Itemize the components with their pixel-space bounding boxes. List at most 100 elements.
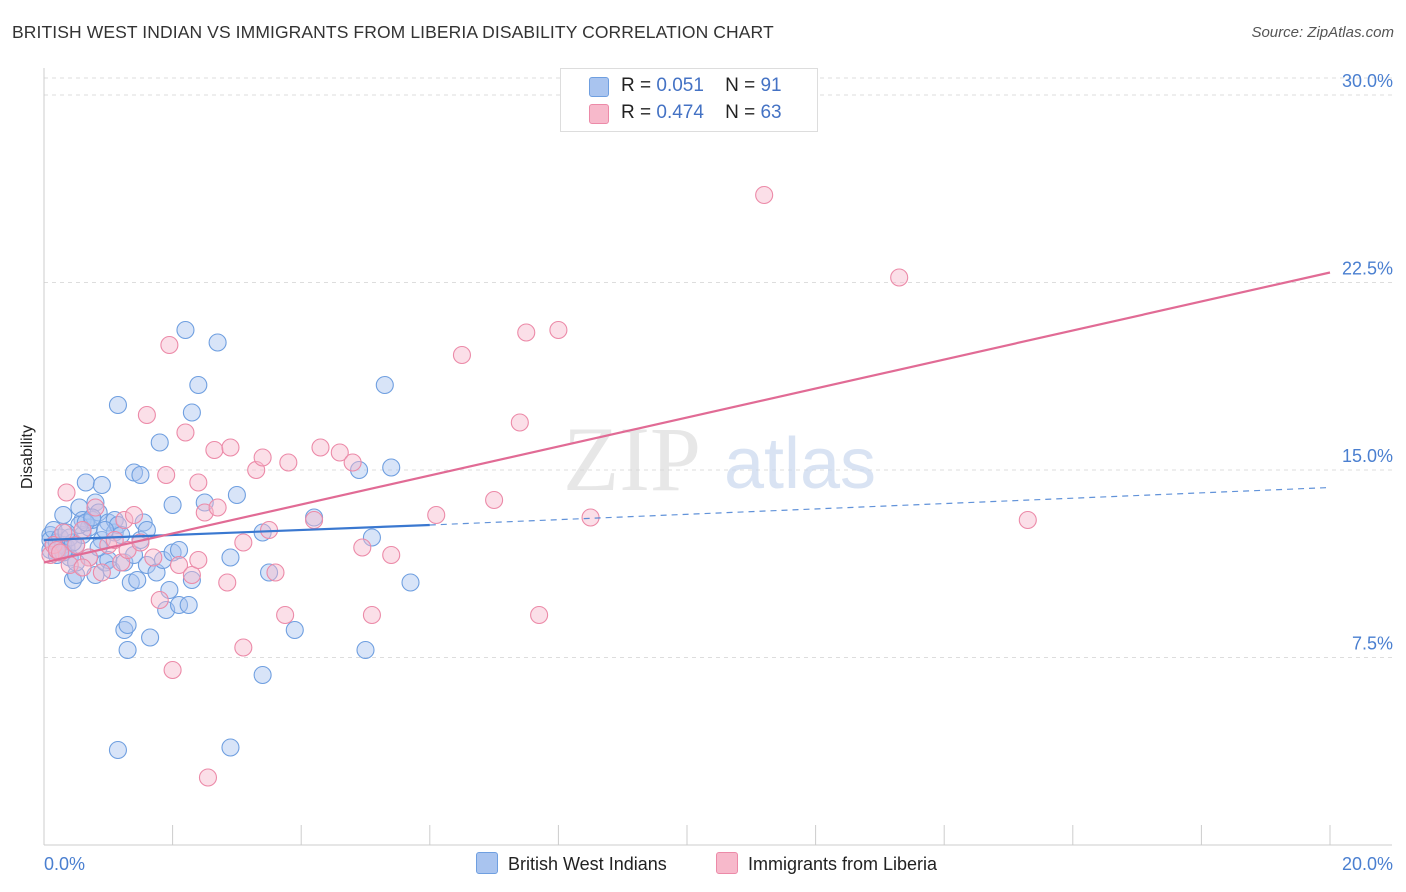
liberia-immigrant-point (189, 473, 208, 492)
liberia-immigrant-point (176, 423, 195, 442)
liberia-immigrant-point (362, 605, 381, 625)
liberia-immigrant-point (221, 438, 240, 457)
bottom-legend-british-west-indians: British West Indians (476, 852, 667, 875)
british-west-indian-point (108, 395, 127, 415)
liberia-immigrant-point (208, 498, 227, 517)
liberia-immigrant-point (510, 413, 529, 432)
legend-text: R = 0.051 N = 91 (621, 75, 782, 97)
british-west-indian-point (189, 375, 208, 395)
r-value: 0.051 (656, 75, 704, 96)
british-west-indian-point (105, 510, 124, 530)
british-west-indian-point (253, 665, 272, 685)
liberia-immigrant-point (330, 443, 349, 462)
source-label: Source: ZipAtlas.com (1251, 24, 1394, 41)
liberia-immigrant-point (157, 465, 176, 485)
tick-labels: 7.5% 15.0% 22.5% 30.0% 0.0% 20.0% (44, 71, 1393, 874)
liberia-immigrant-point (137, 405, 156, 425)
liberia-immigrant-point (51, 543, 70, 562)
x-tick-label: 0.0% (44, 854, 85, 874)
watermark-zip: ZIP (563, 408, 701, 510)
british-west-indian-point (362, 528, 381, 547)
british-west-indian-point (141, 628, 160, 647)
liberia-immigrant-point (343, 453, 362, 472)
chart-title: BRITISH WEST INDIAN VS IMMIGRANTS FROM L… (12, 22, 774, 42)
british-west-indian-point (160, 580, 179, 600)
liberia-immigrant-point (160, 335, 179, 355)
liberia-immigrant-point (253, 448, 272, 467)
correlation-legend: R = 0.051 N = 91 R = 0.474 N = 63 (560, 68, 818, 132)
british-west-indian-point (118, 640, 137, 660)
british-west-indian-point (54, 505, 73, 525)
liberia-immigrant-point (73, 558, 92, 577)
british-west-indian-point (182, 570, 201, 590)
liberia-immigrant-point (54, 523, 73, 542)
liberia-immigrant-point (305, 510, 324, 530)
bottom-legend-swatch-blue (476, 852, 498, 874)
british-west-indian-point (163, 495, 182, 515)
british-west-indian-point (208, 333, 227, 352)
liberia-immigrant-point (279, 453, 298, 472)
british-west-indian-point (128, 570, 147, 590)
british-west-indian-point (227, 485, 246, 505)
legend-swatch-pink (589, 104, 609, 124)
liberia-immigrant-point (311, 438, 330, 457)
y-tick-label: 15.0% (1342, 446, 1393, 466)
y-tick-label: 7.5% (1352, 634, 1393, 654)
liberia-immigrant-point (890, 268, 909, 287)
n-label: N = (725, 75, 756, 96)
liberia-immigrant-point (163, 660, 182, 680)
british-west-indian-point (169, 595, 189, 615)
liberia-immigrant-point (205, 440, 224, 460)
bottom-legend-label: British West Indians (508, 854, 667, 874)
liberia-immigrant-point (427, 505, 446, 525)
liberia-immigrant-point (105, 530, 124, 550)
liberia-immigrant-point (198, 768, 218, 787)
liberia-immigrant-point (485, 490, 504, 510)
liberia-immigrant-trend-line (43, 271, 1331, 564)
watermark: ZIP atlas (563, 408, 876, 510)
british-west-indian-point (131, 465, 150, 485)
british-west-indian-point (285, 620, 304, 640)
british-west-indian-trend-extension (429, 486, 1331, 526)
british-west-indian-point (401, 573, 420, 592)
liberia-immigrant-point (182, 565, 201, 585)
n-value: 91 (760, 75, 782, 96)
liberia-immigrant-point (276, 605, 295, 625)
liberia-immigrant-point (382, 545, 401, 565)
british-west-indian-point (76, 473, 95, 492)
british-west-indian-point (182, 403, 201, 422)
liberia-immigrant-point (234, 533, 253, 552)
liberia-immigrant-point (549, 320, 568, 340)
liberia-immigrant-point (266, 563, 285, 582)
axes (43, 68, 1392, 846)
liberia-immigrant-point (169, 555, 189, 575)
y-axis-label: Disability (19, 425, 36, 490)
liberia-immigrant-point (234, 638, 253, 657)
liberia-immigrant-point (73, 520, 92, 540)
liberia-immigrant-point (144, 548, 163, 567)
british-west-indian-point (169, 540, 189, 560)
british-west-indian-point (176, 320, 195, 340)
y-tick-label: 22.5% (1342, 259, 1393, 279)
liberia-immigrant-point (150, 590, 169, 610)
british-west-indian-point (350, 460, 369, 480)
liberia-immigrant-point (218, 573, 237, 592)
liberia-immigrant-point (189, 550, 208, 570)
y-axis-label-wrap: Disability (4, 400, 52, 520)
british-west-indian-point (115, 620, 134, 640)
r-label: R = (621, 102, 652, 123)
british-west-indian-point (259, 563, 279, 582)
british-west-indian-trend-line (43, 523, 430, 542)
n-label: N = (725, 102, 756, 123)
legend-swatch-blue (589, 77, 609, 97)
y-tick-label: 30.0% (1342, 71, 1393, 91)
british-west-indian-point (92, 475, 111, 495)
liberia-immigrant-point (755, 185, 774, 205)
british-west-indian-point (375, 375, 394, 395)
bottom-legend-label: Immigrants from Liberia (748, 854, 938, 874)
liberia-immigrant-point (67, 535, 86, 555)
british-west-indian-point (63, 570, 82, 590)
liberia-immigrant-point (1018, 510, 1037, 530)
liberia-immigrant-point (530, 605, 549, 625)
